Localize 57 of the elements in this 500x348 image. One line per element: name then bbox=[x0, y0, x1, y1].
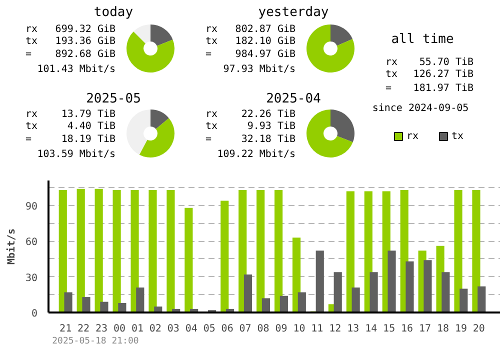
x-tick-label: 21 bbox=[60, 324, 72, 334]
x-tick-label: 20 bbox=[472, 324, 485, 334]
x-tick-label: 03 bbox=[167, 324, 180, 334]
x-tick-label: 16 bbox=[401, 324, 414, 334]
x-tick-label: 10 bbox=[293, 324, 306, 334]
x-tick-label: 13 bbox=[347, 324, 360, 334]
x-tick-label: 23 bbox=[95, 324, 108, 334]
chart-title: today bbox=[94, 5, 134, 20]
x-tick-label: 22 bbox=[78, 324, 90, 334]
text: tx 9.93 TiB bbox=[206, 121, 296, 132]
x-tick-label: 17 bbox=[418, 324, 432, 334]
x-tick-label: 04 bbox=[185, 324, 198, 334]
x-tick-label: 05 bbox=[203, 324, 216, 334]
text: 2025-05-18 21:00 bbox=[52, 336, 139, 346]
legend-label: tx bbox=[452, 131, 464, 142]
text: = 892.68 GiB bbox=[26, 49, 116, 60]
text: rx 699.32 GiB bbox=[26, 24, 116, 35]
text: = 32.18 TiB bbox=[206, 134, 296, 145]
x-tick-label: 00 bbox=[113, 324, 126, 334]
text: 97.93 Mbit/s bbox=[223, 64, 296, 75]
chart-title: yesterday bbox=[258, 5, 329, 20]
text: rx 802.87 GiB bbox=[206, 24, 296, 35]
text: tx 126.27 TiB bbox=[386, 69, 474, 80]
x-tick-label: 18 bbox=[436, 324, 450, 334]
text: since 2024-09-05 bbox=[372, 103, 469, 114]
x-tick-label: 07 bbox=[239, 324, 252, 334]
y-tick-label: 60 bbox=[25, 237, 38, 248]
text: tx 4.40 TiB bbox=[26, 121, 116, 132]
text: all time bbox=[391, 32, 454, 47]
x-tick-label: 12 bbox=[329, 324, 342, 334]
x-tick-label: 01 bbox=[131, 324, 144, 334]
x-tick-label: 11 bbox=[311, 324, 324, 334]
text: rx 13.79 TiB bbox=[26, 109, 116, 120]
text: tx 182.10 GiB bbox=[206, 36, 296, 47]
x-tick-label: 19 bbox=[454, 324, 467, 334]
text: 103.59 Mbit/s bbox=[37, 149, 116, 160]
y-tick-label: 90 bbox=[25, 201, 38, 212]
legend-label: rx bbox=[406, 131, 419, 142]
y-tick-label: 0 bbox=[31, 308, 38, 320]
text: rx 55.70 TiB bbox=[386, 57, 474, 68]
x-tick-label: 08 bbox=[257, 324, 270, 334]
text: = 18.19 TiB bbox=[26, 134, 116, 145]
text: = 181.97 TiB bbox=[386, 83, 474, 94]
text: tx 193.36 GiB bbox=[26, 36, 116, 47]
x-tick-label: 02 bbox=[149, 324, 162, 334]
text: 109.22 Mbit/s bbox=[217, 149, 296, 160]
chart-title: 2025-05 bbox=[86, 92, 141, 106]
x-tick-label: 15 bbox=[383, 324, 396, 334]
y-axis-title: Mbit/s bbox=[5, 228, 18, 265]
text: 101.43 Mbit/s bbox=[37, 64, 116, 75]
chart-title: 2025-04 bbox=[266, 92, 322, 106]
text: rx 22.26 TiB bbox=[206, 109, 296, 120]
x-tick-label: 14 bbox=[365, 324, 378, 334]
y-tick-label: 30 bbox=[25, 272, 38, 284]
x-tick-label: 06 bbox=[221, 324, 234, 334]
x-tick-label: 09 bbox=[275, 324, 288, 334]
text: = 984.97 GiB bbox=[206, 49, 296, 60]
